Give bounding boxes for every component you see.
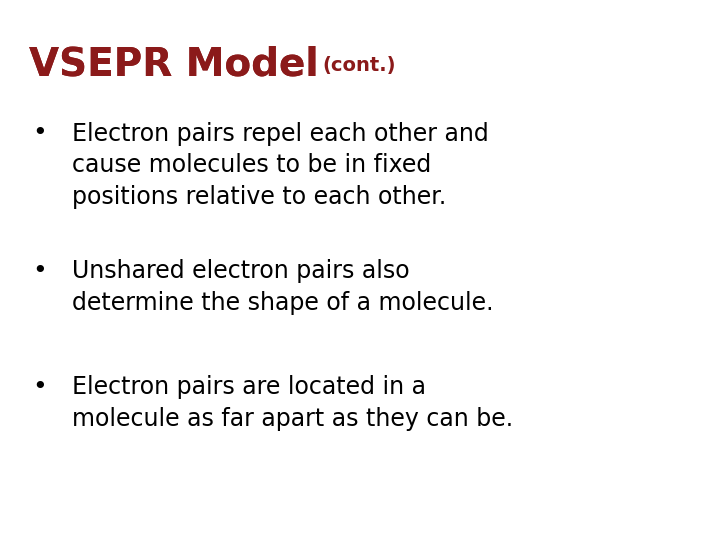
Text: Electron pairs repel each other and
cause molecules to be in fixed
positions rel: Electron pairs repel each other and caus… xyxy=(72,122,489,208)
Text: VSEPR Model: VSEPR Model xyxy=(29,46,318,84)
Text: Electron pairs are located in a
molecule as far apart as they can be.: Electron pairs are located in a molecule… xyxy=(72,375,513,431)
Text: •: • xyxy=(32,122,47,145)
Text: Unshared electron pairs also
determine the shape of a molecule.: Unshared electron pairs also determine t… xyxy=(72,259,493,315)
Text: (cont.): (cont.) xyxy=(322,56,395,75)
Text: •: • xyxy=(32,375,47,399)
Text: •: • xyxy=(32,259,47,283)
Text: VSEPR Model: VSEPR Model xyxy=(29,46,318,84)
Text: VSEPR Model (cont.): VSEPR Model (cont.) xyxy=(29,46,478,84)
